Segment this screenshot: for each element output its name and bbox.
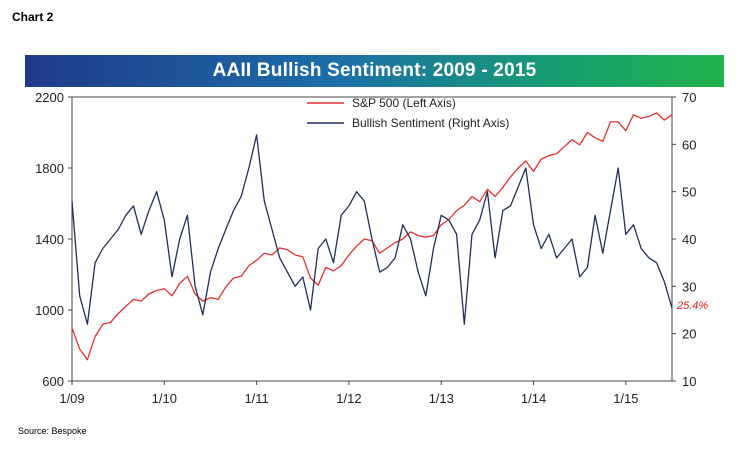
chart-title: AAII Bullish Sentiment: 2009 - 2015	[212, 60, 537, 81]
chart-legend: S&P 500 (Left Axis) Bullish Sentiment (Ri…	[307, 96, 509, 130]
x-tick-label: 1/09	[59, 391, 84, 406]
right-tick-label: 20	[682, 327, 696, 342]
chart-number-label: Chart 2	[12, 10, 54, 24]
right-tick-label: 70	[682, 90, 696, 105]
chart-title-banner: AAII Bullish Sentiment: 2009 - 2015	[25, 55, 724, 87]
right-tick-label: 50	[682, 185, 696, 200]
left-tick-label: 1000	[35, 303, 64, 318]
right-tick-label: 40	[682, 232, 696, 247]
x-tick-label: 1/14	[521, 391, 546, 406]
left-tick-label: 600	[42, 374, 64, 389]
right-tick-label: 30	[682, 279, 696, 294]
left-tick-label: 2200	[35, 90, 64, 105]
x-tick-label: 1/15	[613, 391, 638, 406]
left-tick-label: 1800	[35, 161, 64, 176]
left-tick-label: 1400	[35, 232, 64, 247]
right-tick-label: 10	[682, 374, 696, 389]
last-value-annotation: 25.4%	[676, 300, 708, 312]
series-layer	[71, 112, 673, 361]
x-tick-label: 1/10	[152, 391, 177, 406]
right-tick-label: 60	[682, 137, 696, 152]
legend-label: S&P 500 (Left Axis)	[352, 96, 456, 110]
chart-axes: 600 1000 1400 1800 2200 10 20 30 40 50 60 70 1/09 1/1…	[35, 90, 696, 406]
x-tick-label: 1/11	[244, 391, 268, 406]
legend-label: Bullish Sentiment (Right Axis)	[352, 116, 509, 130]
x-tick-label: 1/12	[336, 391, 361, 406]
source-note: Source: Bespoke	[18, 426, 87, 436]
bullish-sentiment-line	[71, 134, 673, 325]
x-tick-label: 1/13	[429, 391, 454, 406]
